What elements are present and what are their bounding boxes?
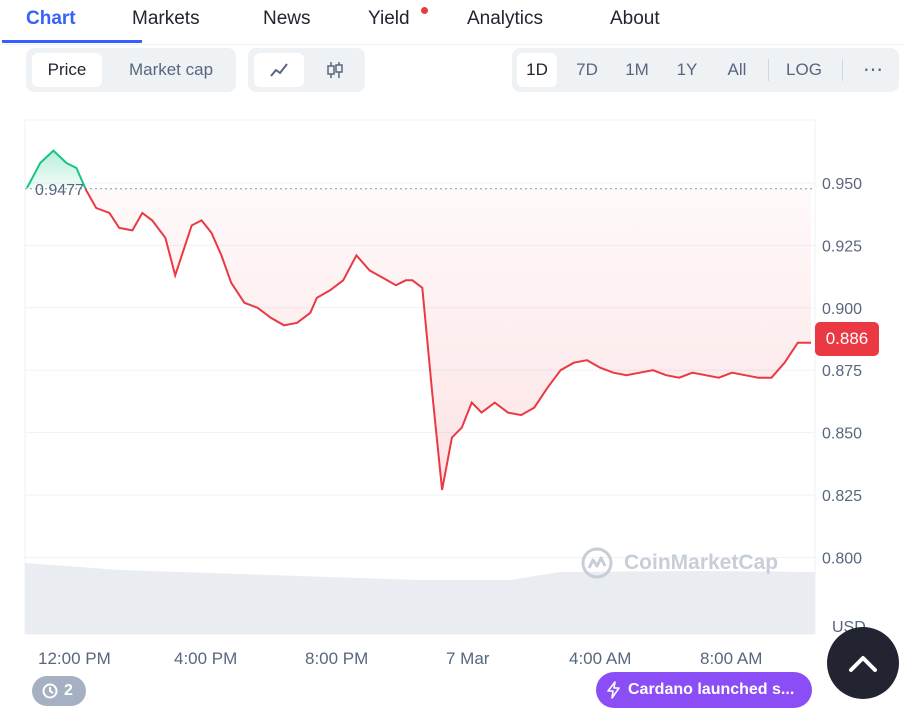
news-ticker-button[interactable]: Cardano launched s...	[596, 672, 812, 708]
x-tick-label: 8:00 PM	[305, 649, 369, 668]
line-chart-icon	[270, 63, 288, 77]
market-cap-button[interactable]: Market cap	[128, 60, 214, 79]
x-tick-label: 4:00 PM	[174, 649, 238, 668]
chart-type-toggle	[248, 48, 365, 92]
news-ticker-text: Cardano launched s...	[628, 681, 795, 698]
history-count: 2	[64, 682, 73, 699]
more-options-button[interactable]: ⋯	[854, 53, 892, 87]
history-button[interactable]: 2	[32, 676, 86, 706]
line-chart-button[interactable]	[254, 53, 304, 87]
tab-yield[interactable]: Yield	[368, 8, 410, 29]
active-tab-underline	[2, 40, 142, 43]
x-tick-label: 12:00 PM	[38, 649, 111, 668]
tab-news[interactable]: News	[263, 8, 311, 29]
x-tick-label: 7 Mar	[446, 649, 490, 668]
coinmarketcap-logo-icon	[581, 547, 613, 579]
y-tick-label: 0.900	[822, 301, 862, 318]
current-price-badge: 0.886	[815, 322, 879, 356]
range-1y-button[interactable]: 1Y	[676, 60, 698, 79]
range-1m-button[interactable]: 1M	[625, 60, 649, 79]
coinmarketcap-watermark: CoinMarketCap	[580, 545, 778, 581]
y-axis: 0.950 0.925 0.900 0.875 0.850 0.825 0.800	[822, 176, 862, 567]
tab-markets[interactable]: Markets	[132, 8, 200, 29]
range-all-button[interactable]: All	[727, 60, 747, 79]
y-tick-label: 0.875	[822, 363, 862, 380]
y-tick-label: 0.825	[822, 488, 862, 505]
price-line-up	[26, 149, 87, 190]
scroll-to-top-button[interactable]	[827, 627, 899, 699]
more-horizontal-icon: ⋯	[863, 59, 883, 81]
range-toggle: 1D 7D 1M 1Y All LOG ⋯	[512, 48, 899, 92]
y-tick-label: 0.800	[822, 550, 862, 567]
open-price-label: 0.9477	[35, 182, 84, 199]
y-tick-label: 0.925	[822, 238, 862, 255]
range-divider	[768, 59, 769, 81]
range-7d-button[interactable]: 7D	[576, 60, 598, 79]
notification-dot	[421, 7, 428, 14]
volume-bars	[25, 563, 815, 634]
price-line-down	[84, 188, 811, 491]
x-tick-label: 4:00 AM	[569, 649, 632, 668]
history-icon	[42, 683, 58, 699]
lightning-icon	[607, 681, 620, 699]
volume-area	[25, 563, 815, 634]
tab-chart[interactable]: Chart	[26, 8, 76, 29]
x-tick-label: 8:00 AM	[700, 649, 763, 668]
tab-analytics[interactable]: Analytics	[467, 8, 544, 29]
more-divider	[842, 59, 843, 81]
log-button[interactable]: LOG	[786, 60, 822, 79]
price-area-below-open	[85, 188, 811, 490]
tab-about[interactable]: About	[610, 8, 660, 29]
price-area-above-open	[27, 150, 86, 189]
y-tick-label: 0.850	[822, 426, 862, 443]
top-tabs: Chart Markets News Yield Analytics About	[0, 0, 905, 45]
price-button[interactable]: Price	[32, 53, 102, 87]
candlestick-button[interactable]	[310, 53, 360, 87]
candlestick-icon	[327, 62, 343, 78]
y-tick-label: 0.950	[822, 176, 862, 193]
metric-toggle: Price Market cap	[26, 48, 236, 92]
chevron-up-icon	[849, 656, 877, 672]
watermark-text: CoinMarketCap	[624, 551, 779, 574]
range-1d-button[interactable]: 1D	[517, 53, 557, 87]
